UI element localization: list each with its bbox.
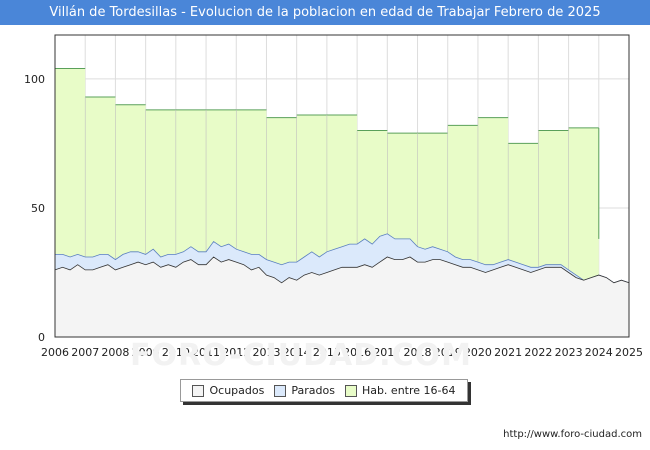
y-tick-label: 100 — [24, 73, 45, 86]
ocupados-series-layer — [54, 256, 630, 337]
x-tick-label: 2015 — [313, 346, 341, 359]
x-tick-label: 2021 — [494, 346, 522, 359]
legend-label-ocupados: Ocupados — [209, 384, 265, 397]
x-tick-label: 2012 — [222, 346, 250, 359]
x-tick-label: 2008 — [101, 346, 129, 359]
legend-item-parados: Parados — [274, 384, 335, 397]
legend-label-parados: Parados — [291, 384, 335, 397]
x-tick-label: 2022 — [524, 346, 552, 359]
x-tick-label: 2013 — [252, 346, 280, 359]
x-tick-label: 2017 — [373, 346, 401, 359]
x-tick-label: 2016 — [343, 346, 371, 359]
ocupados-area — [55, 257, 629, 337]
legend-swatch-ocupados — [192, 384, 205, 397]
axes — [54, 34, 630, 338]
x-tick-label: 2019 — [434, 346, 462, 359]
ocupados-line — [54, 256, 630, 284]
x-tick-label: 2009 — [132, 346, 160, 359]
legend: Ocupados Parados Hab. entre 16-64 — [180, 379, 468, 402]
parados-area — [55, 233, 629, 283]
legend-swatch-parados — [274, 384, 287, 397]
x-tick-label: 2023 — [555, 346, 583, 359]
x-tick-label: 2006 — [41, 346, 69, 359]
legend-item-hab: Hab. entre 16-64 — [344, 384, 456, 397]
x-tick-label: 2020 — [464, 346, 492, 359]
chart-title: Villán de Tordesillas - Evolucion de la … — [0, 0, 650, 25]
x-tick-label: 2014 — [283, 346, 311, 359]
watermark: FORO-CIUDAD.COM — [130, 338, 472, 373]
x-tick-labels: 2006 2007 2008 2009 2010 2011 2012 2013 2014 2015… — [41, 346, 643, 359]
y-tick-labels: 0 50 100 — [24, 73, 45, 344]
legend-swatch-hab — [344, 384, 357, 397]
x-tick-label: 2007 — [71, 346, 99, 359]
x-tick-label: 2018 — [404, 346, 432, 359]
plot-frame — [54, 34, 630, 338]
x-tick-label: 2024 — [585, 346, 613, 359]
y-tick-label: 0 — [38, 331, 45, 344]
parados-line — [55, 233, 630, 284]
x-tick-label: 2010 — [162, 346, 190, 359]
legend-label-hab: Hab. entre 16-64 — [361, 384, 456, 397]
footer-url[interactable]: http://www.foro-ciudad.com — [503, 429, 642, 440]
parados-series-layer — [55, 233, 630, 284]
legend-item-ocupados: Ocupados — [192, 384, 264, 397]
x-tick-label: 2011 — [192, 346, 220, 359]
x-tick-label: 2025 — [615, 346, 643, 359]
y-tick-label: 50 — [31, 202, 45, 215]
